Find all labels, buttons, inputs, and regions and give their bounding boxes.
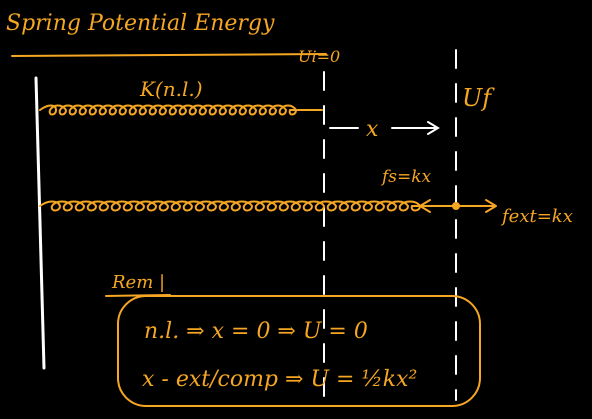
- title-underline: [11, 53, 327, 57]
- natural-length-label: K(n.l.): [139, 77, 203, 101]
- displacement-label: x: [366, 117, 379, 142]
- remark-line-1: n.l. ⇒ x = 0 ⇒ U = 0: [144, 319, 368, 344]
- external-force-arrow: [455, 199, 497, 213]
- external-force-label: fext=kx: [500, 206, 573, 227]
- remark-heading: Rem |: [111, 272, 165, 293]
- spring-stretched: [39, 200, 457, 212]
- fixed-wall: [34, 76, 46, 370]
- displacement-arrow-head: [427, 121, 440, 135]
- remark-box: [117, 295, 481, 407]
- spring-force-arrow: [419, 199, 457, 213]
- spring-force-label: fs=kx: [380, 167, 432, 187]
- page-title: Spring Potential Energy: [6, 11, 275, 36]
- initial-energy-label: Ui=0: [298, 47, 340, 66]
- final-energy-label: Uf: [462, 84, 495, 112]
- remark-line-2: x - ext/comp ⇒ U = ½kx²: [142, 367, 417, 392]
- spring-natural-length: [39, 104, 323, 116]
